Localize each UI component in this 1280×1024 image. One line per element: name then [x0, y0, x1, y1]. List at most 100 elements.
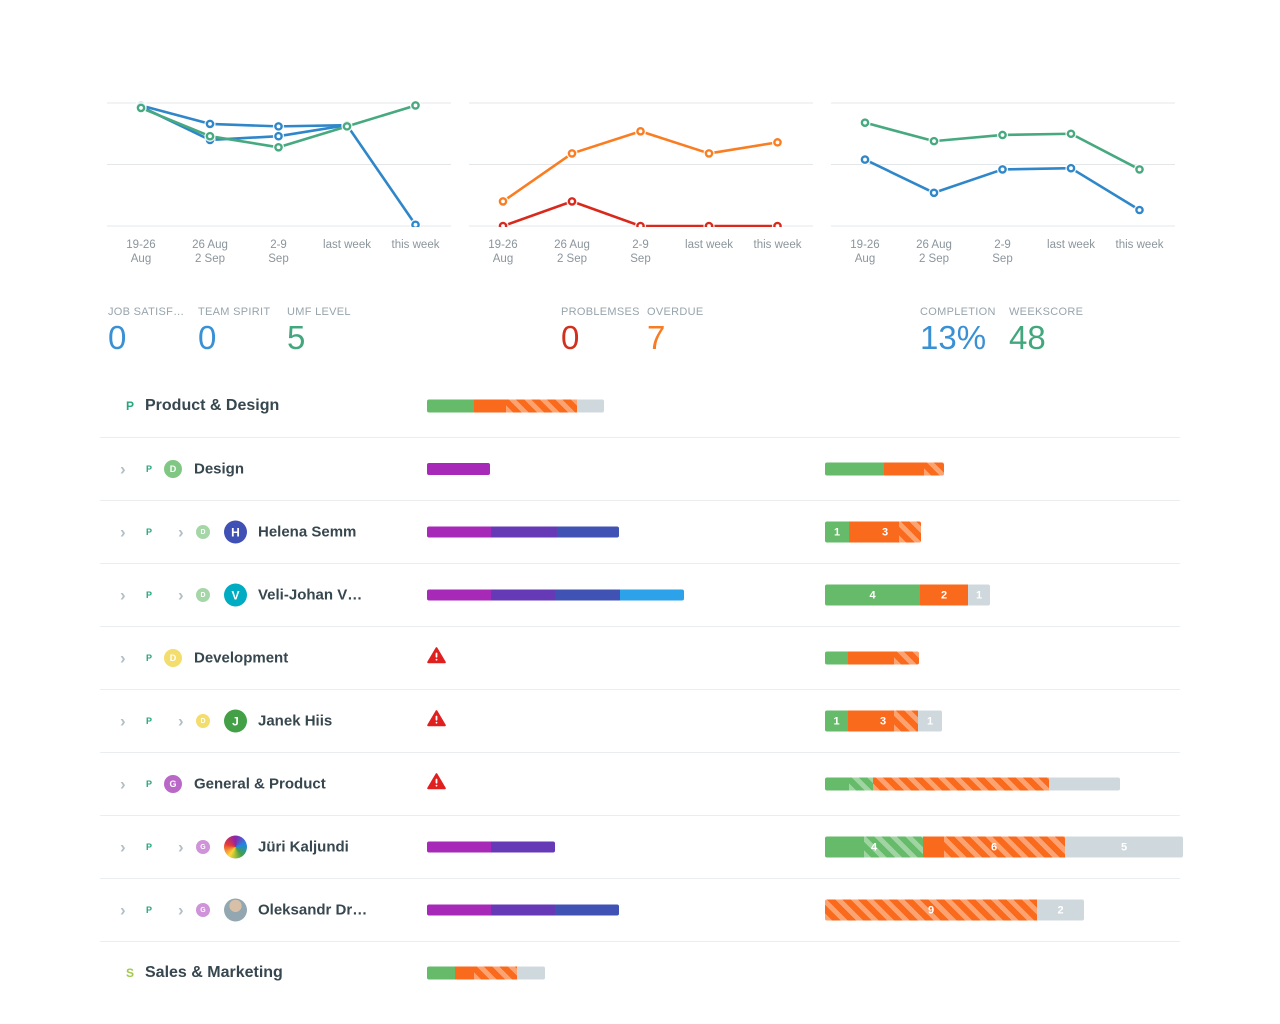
metric-value: 48 [1009, 319, 1046, 356]
table-row-sales-marketing[interactable]: S Sales & Marketing [100, 942, 1180, 1004]
person-name[interactable]: Jüri Kaljundi [258, 838, 349, 856]
table-row-general-product[interactable]: › P G General & Product [100, 753, 1180, 816]
bar-segment-lightblue [620, 589, 684, 601]
metric-weekscore: WEEKSCORE 48 [1009, 306, 1083, 356]
metric-group: COMPLETION 13% WEEKSCORE 48 [920, 306, 1083, 356]
bar-segment-indigo [555, 589, 620, 601]
avatar[interactable]: H [224, 520, 247, 544]
chevron-right-icon[interactable]: › [178, 837, 184, 857]
team-name[interactable]: Sales & Marketing [145, 964, 283, 981]
x-tick-label: this week [391, 239, 440, 251]
table-row-veli-johan-v[interactable]: › P › D V Veli-Johan V… 4 2 1 [100, 564, 1180, 627]
x-tick-label: 19-26 Aug [850, 239, 880, 265]
avatar[interactable]: V [224, 583, 247, 607]
chart-completion-trend: 19-26 Aug 26 Aug 2 Sep 2-9 Sep last week thi… [831, 95, 1175, 274]
team-name[interactable]: General & Product [194, 775, 326, 793]
subteam-icon[interactable]: G [196, 903, 210, 917]
x-tick-label: 26 Aug 2 Sep [916, 239, 952, 265]
bar-count-label: 9 [927, 904, 935, 916]
subteam-icon[interactable]: D [196, 588, 210, 602]
person-name[interactable]: Veli-Johan V… [258, 586, 363, 604]
plans-progress-bar [427, 463, 490, 475]
team-report-table: P Product & Design › P D Design › P › D H Helena Se… [100, 375, 1183, 1004]
chevron-right-icon[interactable]: › [120, 774, 126, 794]
metric-label: WEEKSCORE [1009, 306, 1084, 318]
avatar[interactable] [224, 835, 247, 859]
chevron-right-icon[interactable]: › [178, 711, 184, 731]
x-tick-label: last week [685, 239, 733, 251]
chevron-right-icon[interactable]: › [120, 837, 126, 857]
warning-icon[interactable] [427, 773, 446, 795]
team-icon[interactable]: D [164, 460, 182, 478]
plans-progress-bar [427, 589, 684, 601]
table-row-design[interactable]: › P D Design [100, 438, 1180, 501]
metric-label: PROBLEMSES [561, 306, 640, 318]
parent-team-initial: P [146, 779, 153, 789]
chevron-right-icon[interactable]: › [178, 585, 184, 605]
subteam-icon[interactable]: G [196, 840, 210, 854]
bar-segment-gray: 2 [1037, 899, 1084, 921]
chart-x-axis-labels: 19-26 Aug 26 Aug 2 Sep 2-9 Sep last week thi… [107, 238, 451, 274]
warning-icon[interactable] [427, 647, 446, 669]
plans-progress-bar [427, 526, 619, 538]
bar-count-label: 4 [869, 589, 876, 601]
plans-progress-bar [427, 966, 545, 980]
bar-segment-magenta [427, 904, 491, 916]
team-name[interactable]: Development [194, 649, 289, 667]
x-tick-label: 19-26 Aug [126, 239, 156, 265]
bar-count-label: 3 [879, 715, 887, 727]
items-status-bar [825, 777, 1120, 791]
stripe-pattern [849, 777, 873, 791]
chevron-right-icon[interactable]: › [120, 648, 126, 668]
x-tick-label: this week [753, 239, 802, 251]
stripe-pattern [873, 777, 1049, 791]
bar-segment-green: 4 [825, 836, 923, 858]
avatar[interactable] [224, 898, 247, 922]
bar-segment-orange: 2 [920, 584, 968, 606]
stripe-pattern [825, 899, 1037, 921]
bar-count-label: 1 [975, 589, 983, 601]
bar-segment-green: 4 [825, 584, 920, 606]
team-initial: P [126, 399, 135, 413]
table-row-janek-hiis[interactable]: › P › D J Janek Hiis 1 3 1 [100, 690, 1180, 753]
x-tick-label: this week [1115, 239, 1164, 251]
table-row-development[interactable]: › P D Development [100, 627, 1180, 690]
chevron-right-icon[interactable]: › [120, 711, 126, 731]
table-row-product-design[interactable]: P Product & Design [100, 375, 1180, 438]
chevron-right-icon[interactable]: › [120, 522, 126, 542]
person-name[interactable]: Janek Hiis [258, 712, 333, 730]
metric-team-spirit: TEAM SPIRIT 0 [198, 306, 287, 356]
subteam-icon[interactable]: D [196, 714, 210, 728]
subteam-icon[interactable]: D [196, 525, 210, 539]
avatar[interactable]: J [224, 709, 247, 733]
items-status-bar: 1 3 1 [825, 710, 942, 732]
bar-count-label: 1 [926, 715, 934, 727]
team-name[interactable]: Product & Design [145, 397, 280, 414]
bar-segment-purple [491, 589, 555, 601]
chevron-right-icon[interactable]: › [120, 459, 126, 479]
team-name[interactable]: Design [194, 460, 245, 478]
bar-segment-indigo [557, 526, 619, 538]
chevron-right-icon[interactable]: › [120, 900, 126, 920]
person-name[interactable]: Helena Semm [258, 523, 357, 541]
plans-progress-bar [427, 399, 604, 413]
chevron-right-icon[interactable]: › [178, 522, 184, 542]
team-icon[interactable]: D [164, 649, 182, 667]
table-row-j-ri-kaljundi[interactable]: › P › G Jüri Kaljundi 4 6 5 [100, 816, 1183, 879]
x-tick-label: 2-9 Sep [992, 239, 1013, 265]
table-row-helena-semm[interactable]: › P › D H Helena Semm 1 3 [100, 501, 1180, 564]
stripe-pattern [893, 710, 918, 732]
x-tick-label: 26 Aug 2 Sep [192, 239, 228, 265]
bar-count-label: 1 [833, 715, 840, 727]
bar-segment-orange [873, 777, 1049, 791]
stripe-pattern [924, 462, 944, 476]
person-name[interactable]: Oleksandr Dr… [258, 901, 368, 919]
items-status-bar: 4 2 1 [825, 584, 990, 606]
warning-icon[interactable] [427, 710, 446, 732]
team-icon[interactable]: G [164, 775, 182, 793]
bar-segment-orange [455, 966, 517, 980]
table-row-oleksandr-dr[interactable]: › P › G Oleksandr Dr… 9 2 [100, 879, 1180, 942]
chevron-right-icon[interactable]: › [178, 900, 184, 920]
chevron-right-icon[interactable]: › [120, 585, 126, 605]
